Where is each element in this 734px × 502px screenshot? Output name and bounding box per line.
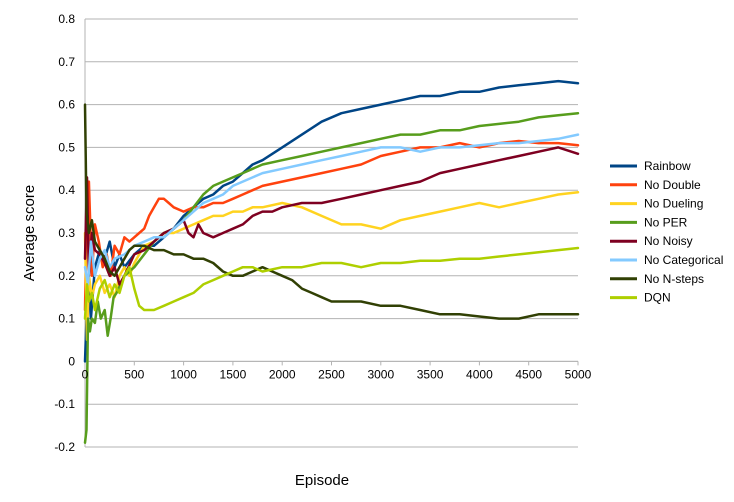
x-tick-label: 1500: [220, 367, 247, 381]
x-tick-label: 4500: [515, 367, 542, 381]
legend-label: Rainbow: [644, 159, 691, 173]
y-tick-label: -0.2: [54, 440, 75, 454]
series-line-no-n-steps: [83, 103, 580, 320]
x-tick-label: 500: [124, 367, 144, 381]
x-tick-label: 4000: [466, 367, 493, 381]
series-line-no-per: [83, 111, 580, 444]
y-tick-label: 0.2: [58, 269, 75, 283]
x-tick-label: 3000: [367, 367, 394, 381]
gridlines: [85, 18, 578, 448]
y-tick-label: 0: [68, 354, 75, 368]
legend-label: No Double: [644, 178, 701, 192]
series-line-no-double: [83, 139, 580, 312]
series-line-dqn: [83, 246, 580, 320]
x-tick-label: 2000: [269, 367, 296, 381]
x-axis-title: Episode: [295, 472, 349, 489]
series-lines: [83, 79, 580, 444]
y-tick-label: 0.6: [58, 98, 75, 112]
legend-label: No PER: [644, 215, 688, 229]
y-tick-label: 0.4: [58, 183, 75, 197]
legend-label: No Dueling: [644, 197, 703, 211]
y-tick-label: 0.8: [58, 12, 75, 26]
y-axis-title: Average score: [21, 185, 38, 281]
legend: Rainbow No Double No Dueling No PER No Noisy…: [610, 159, 723, 305]
x-tick-label: 3500: [417, 367, 444, 381]
legend-label: DQN: [644, 291, 671, 305]
y-tick-label: 0.7: [58, 55, 75, 69]
series-line-no-categorical: [83, 133, 580, 286]
series-line-no-dueling: [83, 191, 580, 342]
y-tick-label: 0.5: [58, 140, 75, 154]
x-tick-label: 2500: [318, 367, 345, 381]
legend-label: No Categorical: [644, 253, 723, 267]
y-tick-label: 0.1: [58, 312, 75, 326]
x-tick-label: 5000: [565, 367, 592, 381]
series-line-no-noisy: [83, 146, 580, 286]
legend-label: No N-steps: [644, 272, 704, 286]
tick-labels: -0.2 -0.1 0 0.1 0.2 0.3 0.4 0.5 0.6 0.7 0.8 0 500 100…: [54, 12, 591, 454]
x-tick-label: 0: [82, 367, 89, 381]
y-tick-label: -0.1: [54, 397, 75, 411]
legend-label: No Noisy: [644, 234, 693, 248]
series-line-rainbow: [83, 79, 580, 363]
y-tick-label: 0.3: [58, 226, 75, 240]
x-tick-label: 1000: [170, 367, 197, 381]
